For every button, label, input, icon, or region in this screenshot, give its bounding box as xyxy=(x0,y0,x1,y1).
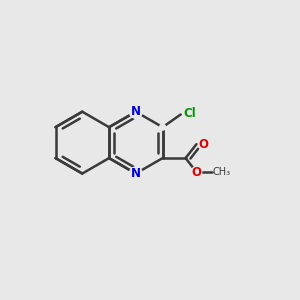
Text: N: N xyxy=(131,167,141,180)
Circle shape xyxy=(191,167,202,177)
Circle shape xyxy=(129,167,142,180)
Text: N: N xyxy=(131,105,141,118)
Text: CH₃: CH₃ xyxy=(213,167,231,177)
Circle shape xyxy=(160,124,166,130)
Text: O: O xyxy=(198,138,208,151)
Circle shape xyxy=(129,105,142,118)
Text: O: O xyxy=(191,166,201,178)
Text: Cl: Cl xyxy=(183,107,196,120)
